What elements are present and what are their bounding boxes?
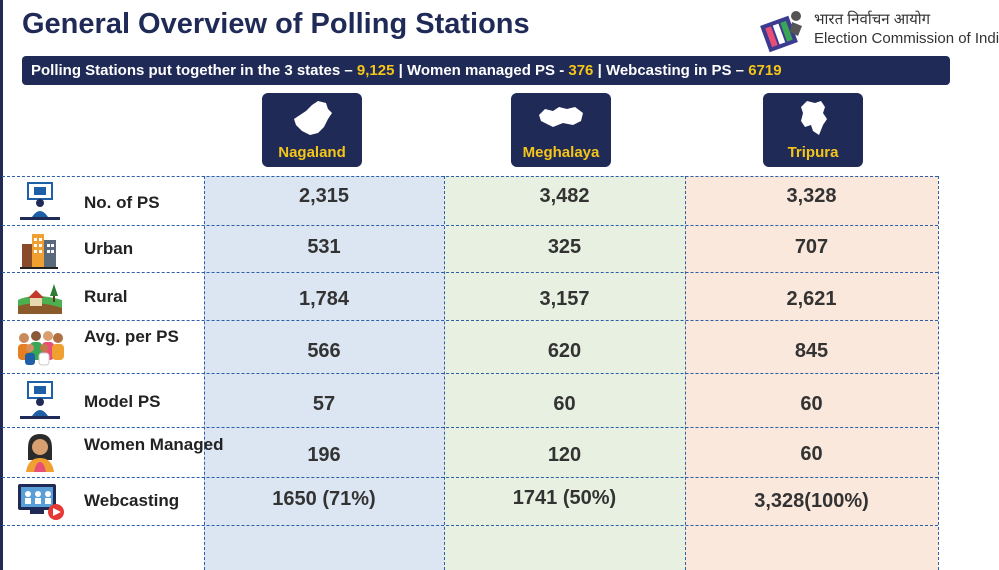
cell-nagaland-urban: 531 <box>307 236 341 258</box>
cell-tripura-urban: 707 <box>794 236 829 258</box>
left-border <box>0 0 3 570</box>
cell-meghalaya-no-of-ps: 3,482 <box>539 185 590 207</box>
column-divider <box>204 176 205 570</box>
polling-booth-icon <box>20 182 60 220</box>
row-label-avg-per-ps: Avg. per PS <box>84 327 179 346</box>
banner-women-ps: 376 <box>568 62 594 79</box>
row-divider <box>2 427 938 428</box>
cell-meghalaya-women-managed: 120 <box>547 444 582 466</box>
woman-icon <box>26 434 54 472</box>
column-divider <box>938 176 939 570</box>
row-label-model-ps: Model PS <box>84 392 161 411</box>
nagaland-map-icon <box>294 101 332 135</box>
state-label-tripura: Tripura <box>787 144 839 161</box>
banner-text-2: | Women managed PS - <box>394 62 569 79</box>
voters-group-icon <box>18 331 64 366</box>
cell-tripura-avg-per-ps: 845 <box>794 340 829 362</box>
banner-webcasting: 6719 <box>748 62 782 79</box>
tripura-map-icon <box>801 101 827 135</box>
cell-meghalaya-model-ps: 60 <box>553 393 576 415</box>
row-divider <box>2 477 938 478</box>
row-divider <box>2 225 938 226</box>
meghalaya-map-icon <box>539 107 583 127</box>
cell-nagaland-no-of-ps: 2,315 <box>298 185 350 207</box>
row-label-rural: Rural <box>84 287 128 306</box>
state-header-meghalaya: Meghalaya <box>511 93 611 167</box>
cell-meghalaya-rural: 3,157 <box>539 288 590 310</box>
model-booth-icon <box>20 381 60 419</box>
column-divider <box>444 176 445 570</box>
summary-banner: Polling Stations put together in the 3 s… <box>22 56 950 85</box>
row-label-women-managed: Women Managed <box>84 435 224 454</box>
row-divider <box>2 176 938 177</box>
row-divider <box>2 320 938 321</box>
cell-nagaland-webcasting: 1650 (71%) <box>272 488 376 510</box>
cell-tripura-webcasting: 3,328(100%) <box>754 490 869 512</box>
state-header-tripura: Tripura <box>763 93 863 167</box>
cell-nagaland-women-managed: 196 <box>307 444 341 466</box>
banner-text-3: | Webcasting in PS – <box>593 62 749 79</box>
state-label-meghalaya: Meghalaya <box>522 144 600 161</box>
eci-hindi-name: भारत निर्वाचन आयोग <box>814 11 931 28</box>
state-header-nagaland: Nagaland <box>262 93 362 167</box>
rural-landscape-icon <box>18 284 62 314</box>
city-buildings-icon <box>20 234 58 269</box>
cell-tripura-rural: 2,621 <box>786 288 837 310</box>
row-divider <box>2 272 938 273</box>
state-label-nagaland: Nagaland <box>278 144 346 161</box>
row-label-urban: Urban <box>84 239 134 258</box>
eci-logo-block: भारत निर्वाचन आयोग Election Commission o… <box>758 6 999 54</box>
cell-nagaland-avg-per-ps: 566 <box>307 340 341 362</box>
row-divider <box>2 373 938 374</box>
banner-total-ps: 9,125 <box>356 62 395 79</box>
banner-text-1: Polling Stations put together in the 3 s… <box>31 62 357 79</box>
cell-meghalaya-avg-per-ps: 620 <box>547 340 582 362</box>
cell-tripura-model-ps: 60 <box>800 393 823 415</box>
cell-meghalaya-urban: 325 <box>547 236 582 258</box>
cell-tripura-women-managed: 60 <box>800 443 823 465</box>
cell-nagaland-rural: 1,784 <box>298 288 350 310</box>
eci-english-name: Election Commission of India <box>814 30 999 47</box>
eci-logo-icon <box>760 11 802 53</box>
row-divider <box>2 525 938 526</box>
page-title: General Overview of Polling Stations <box>22 8 530 40</box>
column-divider <box>685 176 686 570</box>
cell-tripura-no-of-ps: 3,328 <box>786 185 837 207</box>
row-label-no-of-ps: No. of PS <box>84 193 160 212</box>
webcast-monitor-icon <box>18 484 64 520</box>
row-label-webcasting: Webcasting <box>84 491 180 510</box>
cell-meghalaya-webcasting: 1741 (50%) <box>512 487 617 509</box>
cell-nagaland-model-ps: 57 <box>312 393 336 415</box>
